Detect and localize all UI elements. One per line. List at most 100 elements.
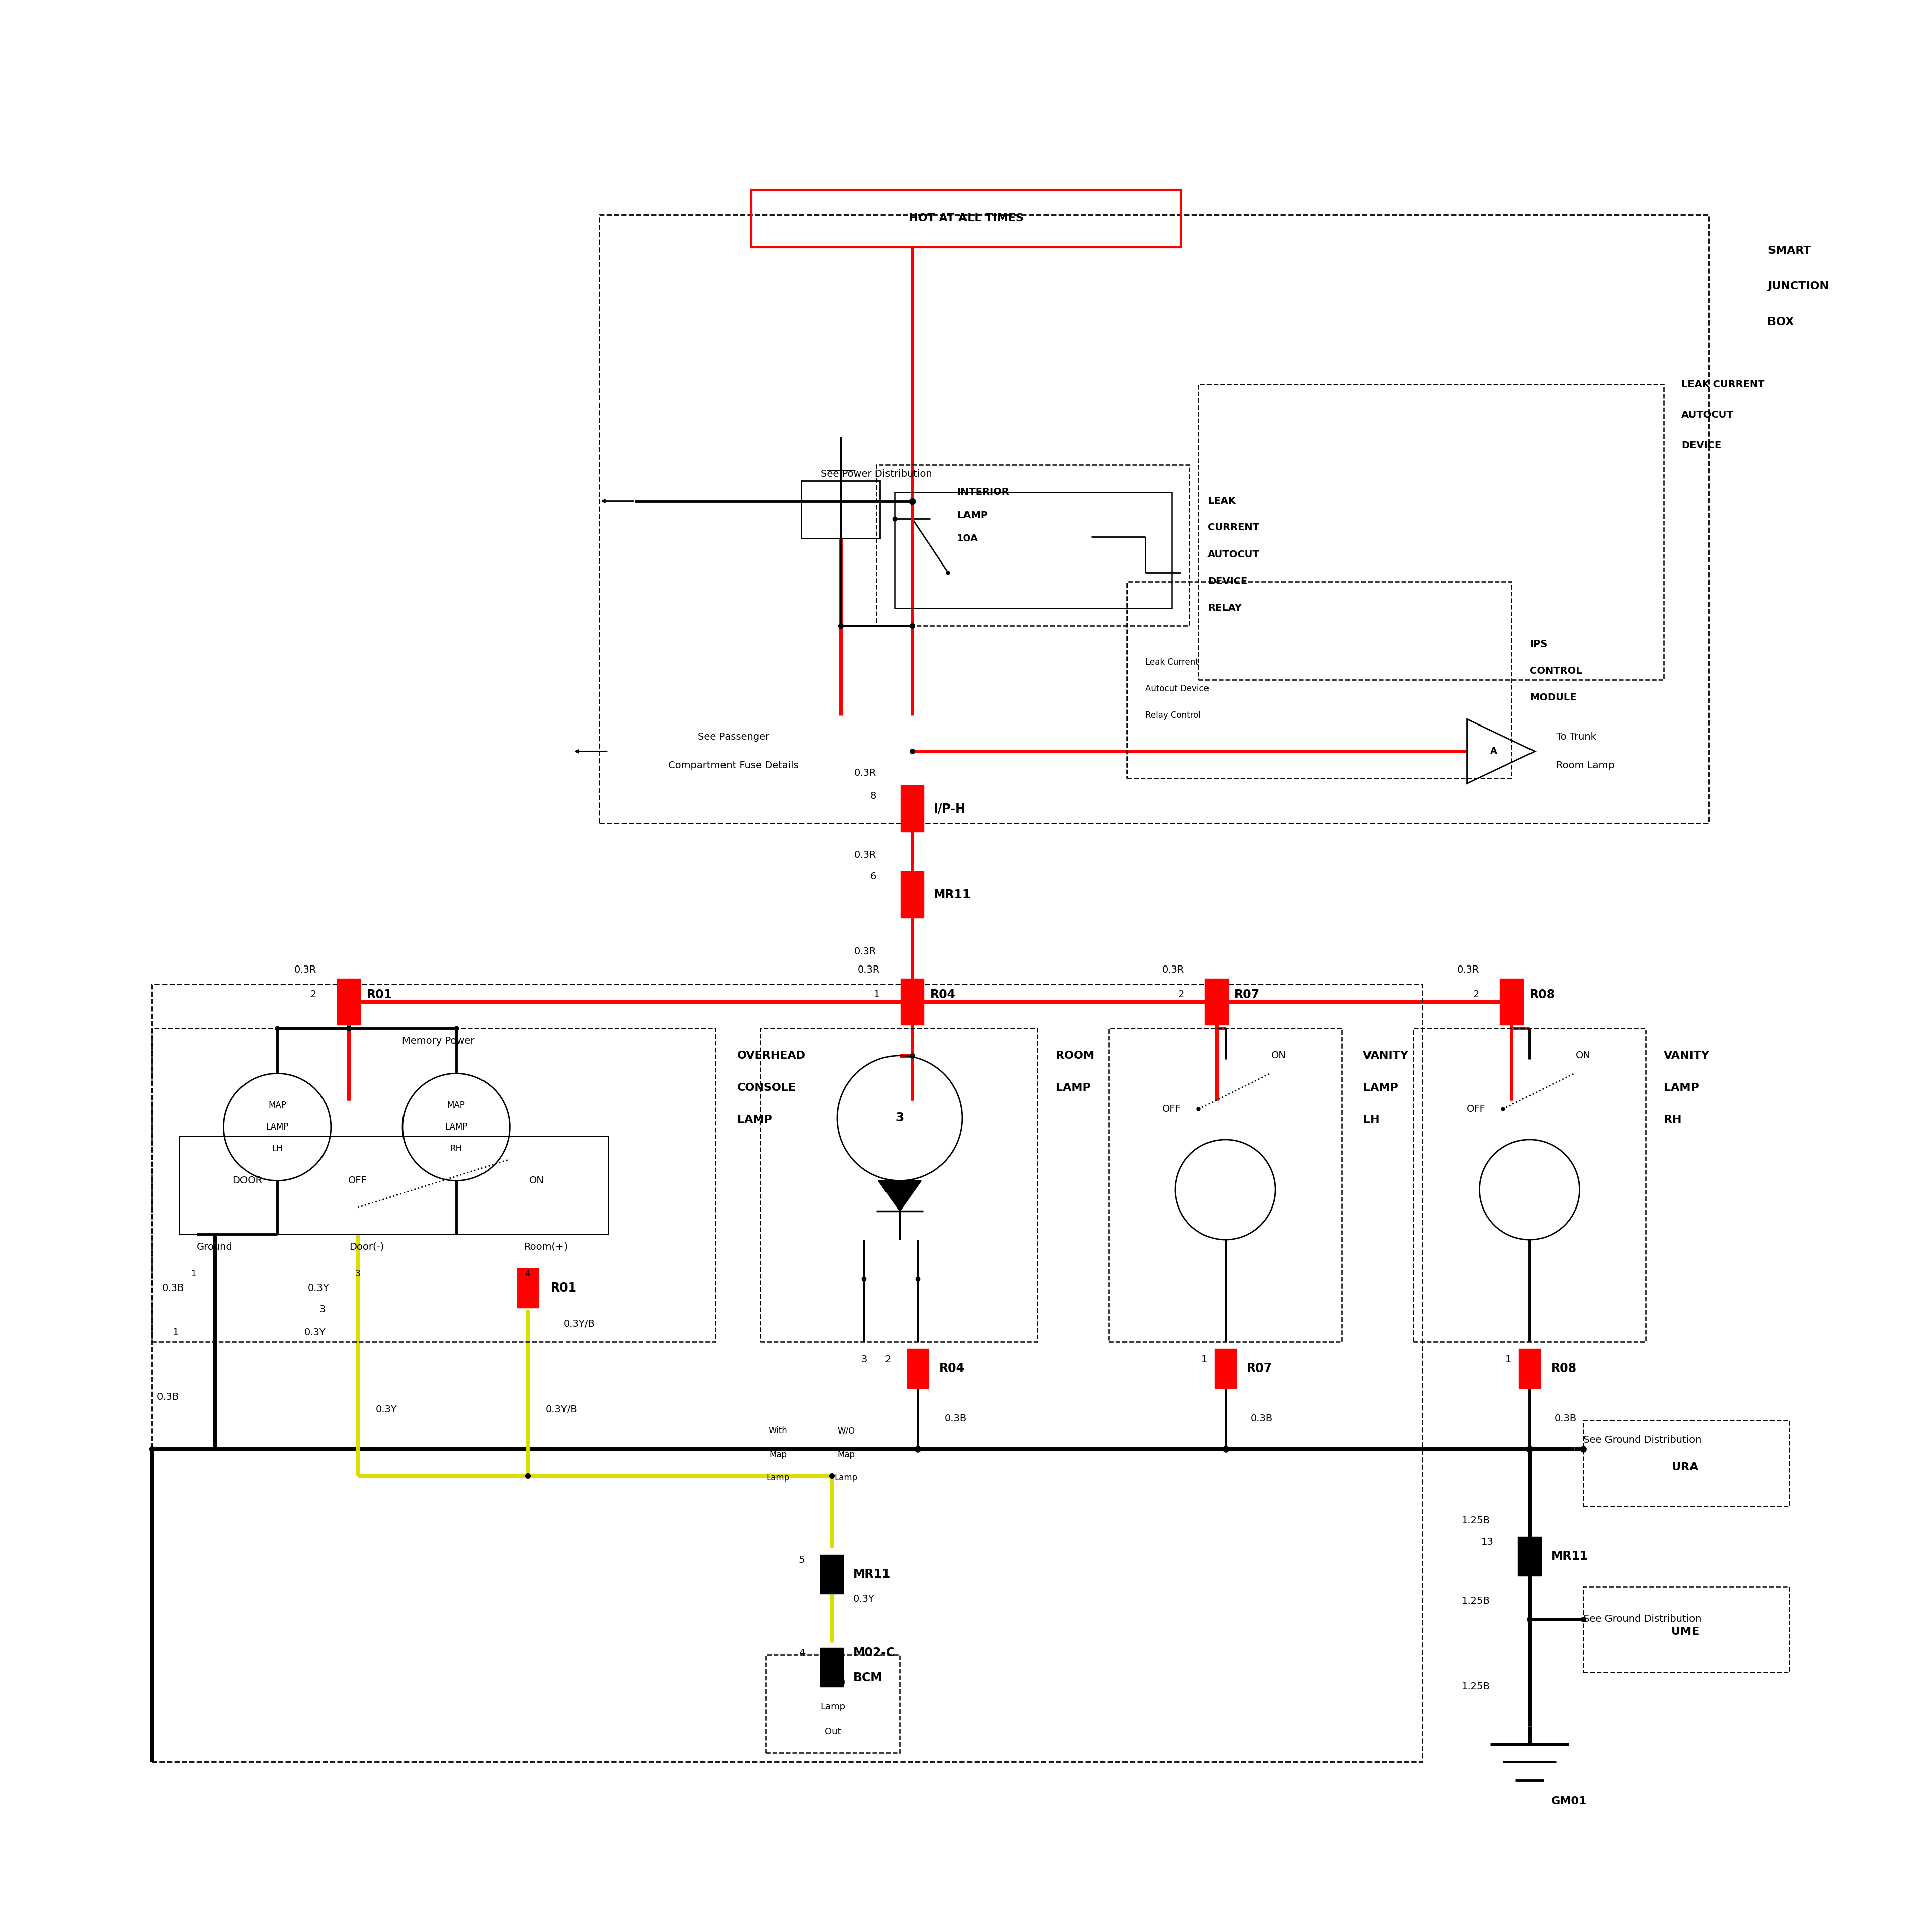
Text: 0.3R: 0.3R [854,947,877,956]
Text: ON: ON [529,1177,545,1186]
Text: RELAY: RELAY [1208,603,1242,612]
Text: 1.25B: 1.25B [1461,1517,1490,1526]
Bar [877,466,1190,626]
Text: 1: 1 [873,989,881,999]
Text: AUTOCUT: AUTOCUT [1681,410,1733,419]
Text: R04: R04 [929,989,956,1001]
Text: CONTROL: CONTROL [1530,667,1582,676]
Text: R08: R08 [1530,989,1555,1001]
Text: LAMP: LAMP [956,510,987,520]
Bar [761,1028,1037,1341]
Bar [895,493,1171,609]
Text: LH: LH [1364,1115,1379,1124]
Bar [1215,1349,1236,1389]
Bar [153,983,1422,1762]
Text: Room Lamp: Room Lamp [1557,761,1615,771]
Bar [1519,1536,1542,1577]
Text: 2: 2 [885,1354,891,1364]
Text: GM01: GM01 [1551,1797,1586,1806]
Text: Room(+): Room(+) [524,1242,568,1252]
Text: 4: 4 [526,1269,531,1279]
Text: Door(-): Door(-) [350,1242,384,1252]
Text: 3: 3 [862,1354,867,1364]
Bar [900,871,923,918]
Text: INTERIOR: INTERIOR [956,487,1009,497]
Text: BCM: BCM [854,1671,883,1685]
Text: DEVICE: DEVICE [1208,576,1248,585]
Text: With: With [769,1426,788,1435]
Text: 0.3B: 0.3B [156,1393,180,1403]
Text: 2: 2 [1179,989,1184,999]
Text: 2: 2 [1474,989,1480,999]
Text: MODULE: MODULE [1530,694,1577,703]
Text: 0.3R: 0.3R [858,964,881,974]
Text: MR11: MR11 [1551,1549,1588,1563]
Text: 4: 4 [798,1648,806,1658]
Text: ON: ON [1577,1051,1590,1061]
Text: BOX: BOX [1768,317,1793,327]
Text: R07: R07 [1246,1362,1273,1374]
Text: Out: Out [825,1727,840,1737]
Text: HOT AT ALL TIMES: HOT AT ALL TIMES [908,213,1024,224]
Text: OFF: OFF [1163,1105,1180,1115]
Text: 1: 1 [172,1327,180,1337]
Text: LAMP: LAMP [736,1115,773,1124]
Text: Lamp: Lamp [819,1702,846,1712]
Bar [906,1349,929,1389]
Text: LAMP: LAMP [267,1122,288,1132]
Text: LAMP: LAMP [1663,1082,1698,1094]
Text: 0.3Y/B: 0.3Y/B [564,1320,595,1329]
Text: Room: Room [819,1677,846,1687]
Text: M02-C: M02-C [854,1646,895,1660]
Text: 0.3R: 0.3R [1457,964,1480,974]
Text: LAMP: LAMP [444,1122,468,1132]
Text: 0.3Y: 0.3Y [303,1327,327,1337]
Polygon shape [879,1180,922,1211]
Text: AUTOCUT: AUTOCUT [1208,551,1260,560]
Bar [752,189,1180,247]
Bar [338,978,361,1026]
Text: Compartment Fuse Details: Compartment Fuse Details [668,761,798,771]
Text: Map: Map [837,1449,856,1459]
Text: UME: UME [1671,1627,1698,1636]
Text: LEAK: LEAK [1208,497,1236,506]
Text: OVERHEAD: OVERHEAD [736,1051,806,1061]
Text: 0.3B: 0.3B [945,1414,966,1424]
Text: 13: 13 [1482,1538,1493,1548]
Bar [1198,384,1663,680]
Bar [821,1555,844,1594]
Bar [1582,1586,1789,1673]
Bar [821,1648,844,1687]
Text: Relay Control: Relay Control [1146,711,1200,721]
Text: ON: ON [1271,1051,1287,1061]
Text: 0.3Y: 0.3Y [375,1405,398,1414]
Text: LH: LH [272,1144,282,1153]
Text: 1: 1 [1505,1354,1511,1364]
Text: R01: R01 [367,989,392,1001]
Text: See Passenger: See Passenger [697,732,769,742]
Text: LAMP: LAMP [1364,1082,1399,1094]
Bar [1582,1420,1789,1507]
Text: URA: URA [1671,1463,1698,1472]
Text: Ground: Ground [197,1242,232,1252]
Text: 0.3R: 0.3R [1161,964,1184,974]
Text: W/O: W/O [837,1426,856,1435]
Text: CURRENT: CURRENT [1208,524,1260,533]
Text: 5: 5 [798,1555,806,1565]
Bar [1109,1028,1341,1341]
Text: 0.3R: 0.3R [854,850,877,860]
Bar [1499,978,1522,1026]
Text: 0.3R: 0.3R [854,769,877,777]
Text: 6: 6 [869,871,877,881]
Text: SMART: SMART [1768,245,1810,255]
Text: 0.3B: 0.3B [162,1283,184,1293]
Text: See Power Distribution: See Power Distribution [821,469,933,479]
Text: 0.3Y/B: 0.3Y/B [545,1405,578,1414]
Text: 0.3R: 0.3R [294,964,317,974]
Text: 8: 8 [869,792,877,802]
Text: MAP: MAP [269,1101,286,1111]
Text: Autocut Device: Autocut Device [1146,684,1209,694]
Text: LAMP: LAMP [1055,1082,1090,1094]
Text: JUNCTION: JUNCTION [1768,282,1830,292]
Text: IPS: IPS [1530,639,1548,649]
